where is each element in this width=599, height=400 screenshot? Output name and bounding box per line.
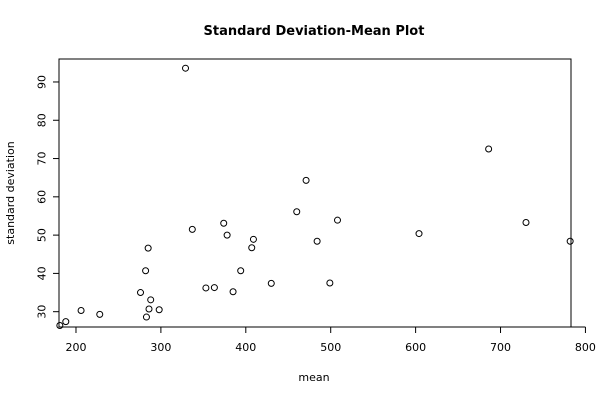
data-point bbox=[77, 307, 85, 315]
data-point bbox=[326, 279, 334, 287]
y-tick-label: 80 bbox=[36, 113, 49, 127]
y-tick-label: 50 bbox=[36, 228, 49, 242]
x-tick-label: 300 bbox=[150, 341, 171, 354]
data-point bbox=[223, 231, 231, 239]
data-point bbox=[96, 310, 104, 318]
data-point bbox=[56, 321, 64, 329]
data-point bbox=[237, 267, 245, 275]
x-tick-label: 600 bbox=[405, 341, 426, 354]
data-point bbox=[147, 296, 155, 304]
x-tick-label: 800 bbox=[575, 341, 596, 354]
x-axis: 200 300 400 500 600 700 800 bbox=[65, 326, 596, 354]
data-point bbox=[415, 230, 423, 238]
data-point bbox=[522, 218, 530, 226]
y-tick-label: 70 bbox=[36, 152, 49, 166]
x-tick-label: 400 bbox=[235, 341, 256, 354]
data-points bbox=[56, 64, 574, 329]
data-point bbox=[142, 313, 150, 321]
y-tick-label: 60 bbox=[36, 190, 49, 204]
data-point bbox=[313, 237, 321, 245]
x-tick-label: 200 bbox=[65, 341, 86, 354]
x-tick-label: 500 bbox=[320, 341, 341, 354]
data-point bbox=[155, 306, 163, 314]
data-point bbox=[62, 318, 70, 326]
y-tick-label: 40 bbox=[36, 266, 49, 280]
data-point bbox=[248, 244, 256, 252]
data-point bbox=[267, 279, 275, 287]
x-axis-label: mean bbox=[298, 371, 329, 384]
plot-frame bbox=[58, 58, 572, 328]
x-tick-label: 700 bbox=[490, 341, 511, 354]
data-point bbox=[334, 216, 342, 224]
data-point bbox=[188, 225, 196, 233]
data-point bbox=[249, 235, 257, 243]
y-axis-label: standard deviation bbox=[4, 141, 17, 244]
data-point bbox=[566, 237, 574, 245]
data-point bbox=[229, 288, 237, 296]
y-axis: 30 40 50 60 70 80 90 bbox=[36, 75, 60, 319]
data-point bbox=[142, 267, 150, 275]
data-point bbox=[302, 176, 310, 184]
chart-title: Standard Deviation-Mean Plot bbox=[204, 24, 425, 39]
data-point bbox=[220, 219, 228, 227]
data-point bbox=[182, 64, 190, 72]
data-point bbox=[144, 244, 152, 252]
y-tick-label: 30 bbox=[36, 305, 49, 319]
y-tick-label: 90 bbox=[36, 75, 49, 89]
data-point bbox=[202, 284, 210, 292]
data-point bbox=[145, 305, 153, 313]
data-point bbox=[293, 208, 301, 216]
data-point bbox=[137, 289, 145, 297]
data-point bbox=[210, 284, 218, 292]
data-point bbox=[485, 145, 493, 153]
